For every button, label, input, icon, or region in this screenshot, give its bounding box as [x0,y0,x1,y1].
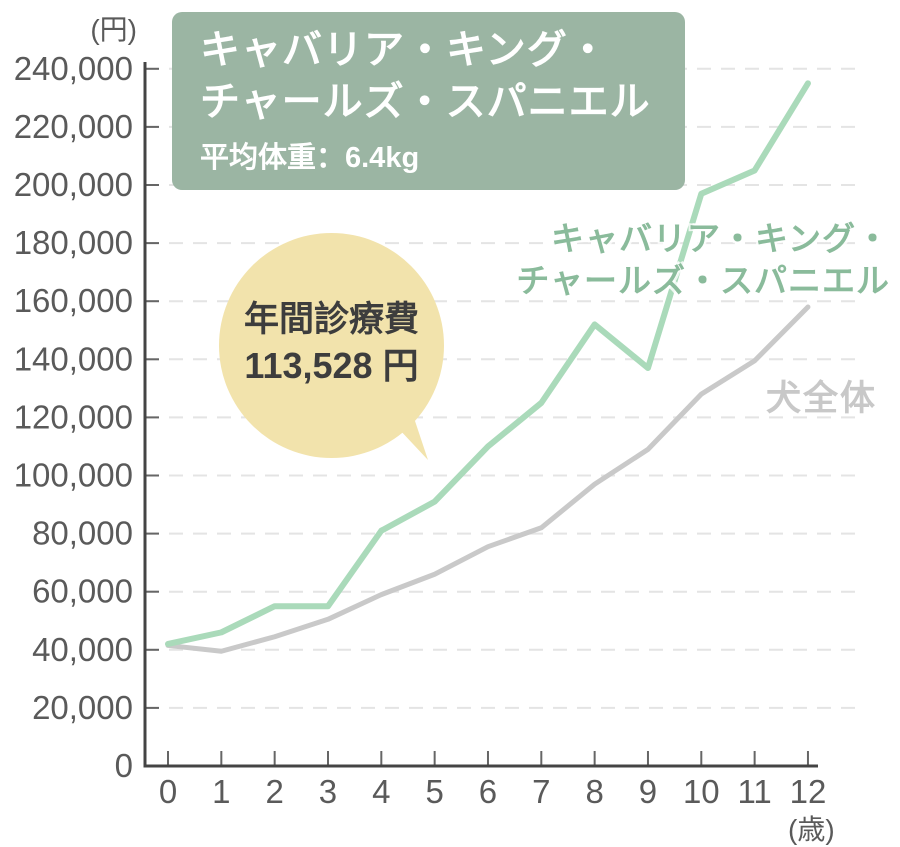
y-tick-label: 100,000 [14,457,133,494]
y-axis-unit-label: (円) [90,14,137,45]
x-tick-label: 2 [265,773,283,810]
legend-cavalier: キャバリア・キング・ チャールズ・スパニエル [440,218,890,302]
x-tick-label: 11 [737,773,771,810]
y-tick-label: 240,000 [14,50,133,87]
y-tick-label: 20,000 [32,689,133,726]
series-line-all-dogs [165,304,811,654]
x-tick-label: 9 [639,773,657,810]
x-tick-label: 4 [372,773,390,810]
annual-cost-value: 113,528 円 [244,345,419,386]
y-tick-label: 80,000 [32,515,133,552]
legend-cavalier-line1: キャバリア・キング・ [550,220,890,257]
legend-cavalier-line2: チャールズ・スパニエル [516,262,890,299]
y-tick-label: 160,000 [14,282,133,319]
x-tick-label: 3 [319,773,337,810]
legend-all-dogs: 犬全体 [766,379,878,418]
x-tick-label: 12 [790,773,827,810]
x-tick-label: 10 [683,773,720,810]
x-axis-unit-label: (歳) [788,814,835,845]
breed-title-line2: チャールズ・スパニエル [200,80,651,124]
x-tick-label: 8 [585,773,603,810]
y-tick-label: 60,000 [32,573,133,610]
y-tick-label: 0 [115,747,133,784]
y-tick-label: 140,000 [14,340,133,377]
breed-title-line1: キャバリア・キング・ [200,28,609,72]
average-weight-label: 平均体重：6.4kg [200,142,420,174]
x-tick-label: 5 [425,773,443,810]
series-line-cavalier [165,80,811,647]
breed-title-box: キャバリア・キング・ チャールズ・スパニエル 平均体重：6.4kg [172,12,685,190]
x-tick-label: 1 [212,773,230,810]
annual-cost-label: 年間診療費 [243,300,419,339]
y-tick-label: 40,000 [32,631,133,668]
annual-cost-callout: 年間診療費 113,528 円 [219,233,444,458]
x-tick-label: 6 [479,773,497,810]
y-tick-label: 220,000 [14,108,133,145]
y-tick-label: 180,000 [14,224,133,261]
y-tick-label: 120,000 [14,398,133,435]
x-tick-label: 0 [159,773,177,810]
y-tick-label: 200,000 [14,166,133,203]
x-tick-label: 7 [532,773,550,810]
